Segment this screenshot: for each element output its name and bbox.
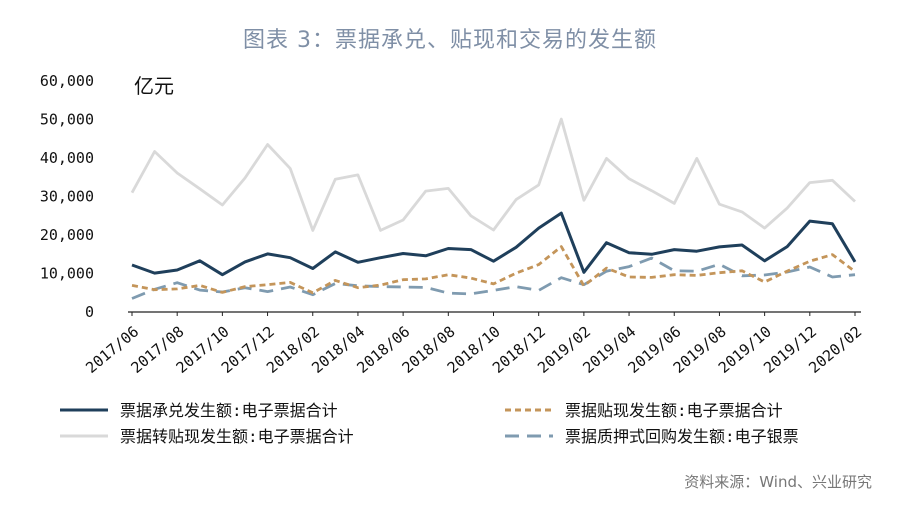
- legend-label-3: 票据质押式回购发生额:电子银票: [565, 427, 799, 446]
- series-line-2: [130, 117, 856, 232]
- y-tick-label: 50,000: [40, 111, 94, 129]
- unit-label: 亿元: [134, 74, 174, 98]
- y-tick-label: 60,000: [40, 72, 94, 90]
- legend: 票据承兑发生额:电子票据合计 票据贴现发生额:电子票据合计票据转贴现发生额:电子票…: [60, 401, 799, 446]
- y-axis: 0 10,000 20,000 30,000 40,000 50,000 60,000: [40, 72, 94, 321]
- legend-label-2: 票据转贴现发生额:电子票据合计: [120, 427, 354, 446]
- y-tick-label: 40,000: [40, 149, 94, 167]
- series-layer: [130, 117, 857, 300]
- series-line-0: [131, 211, 857, 277]
- y-tick-label: 30,000: [40, 188, 94, 206]
- legend-label-0: 票据承兑发生额:电子票据合计: [120, 401, 338, 420]
- y-tick-label: 10,000: [40, 265, 94, 283]
- y-tick-label: 0: [85, 303, 94, 321]
- legend-label-1: 票据贴现发生额:电子票据合计: [565, 401, 783, 420]
- series-line-1: [131, 245, 856, 295]
- x-axis: 2017/062017/082017/102017/122018/022018/…: [82, 311, 865, 377]
- chart-title: 图表 3：票据承兑、贴现和交易的发生额: [243, 28, 657, 53]
- source-note: 资料来源：Wind、兴业研究: [684, 473, 872, 491]
- y-tick-label: 20,000: [40, 226, 94, 244]
